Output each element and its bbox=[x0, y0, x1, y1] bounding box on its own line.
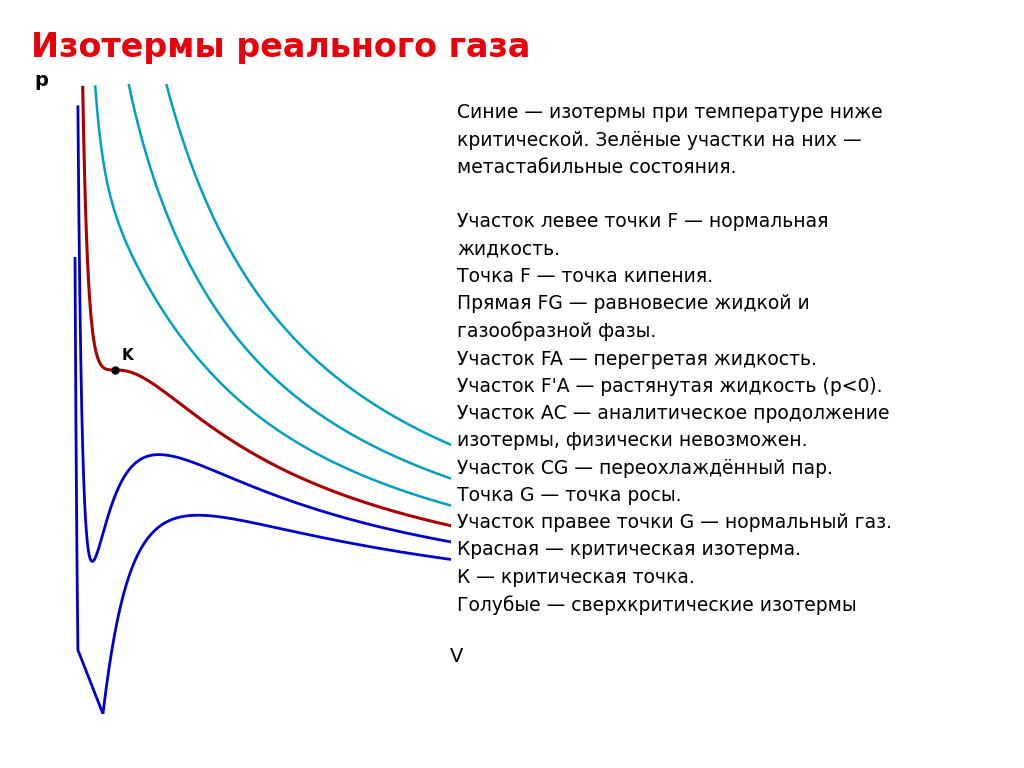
Text: K: K bbox=[122, 349, 133, 363]
Text: Изотермы реального газа: Изотермы реального газа bbox=[31, 31, 530, 64]
Text: p: p bbox=[34, 71, 48, 90]
Text: Синие — изотермы при температуре ниже
критической. Зелёные участки на них —
мета: Синие — изотермы при температуре ниже кр… bbox=[457, 104, 892, 615]
Text: V: V bbox=[450, 647, 464, 667]
